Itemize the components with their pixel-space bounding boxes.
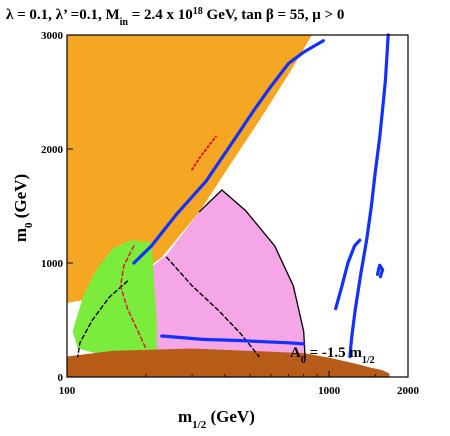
y-tick-label: 2000 xyxy=(41,144,64,156)
x-tick-label: 1000 xyxy=(318,385,341,397)
line-blue-bottom xyxy=(160,334,306,346)
regions-layer xyxy=(67,35,390,377)
region-brown xyxy=(67,348,390,377)
plot-frame xyxy=(66,34,409,378)
line-blue-right xyxy=(348,33,390,359)
line-blue-strip xyxy=(132,39,325,265)
x-axis: 100 1000 2000 xyxy=(59,371,420,397)
chart-title: λ = 0.1, λ’ =0.1, Min = 2.4 x 1018 GeV, … xyxy=(6,6,344,28)
line-red-dashed xyxy=(119,245,147,350)
line-black-dashed xyxy=(77,280,129,358)
region-green xyxy=(72,240,157,358)
line-blue-mid xyxy=(334,238,362,311)
x-axis-label: m1/2 (GeV) xyxy=(178,407,255,431)
line-black-solid xyxy=(198,189,306,359)
x-tick-label: 2000 xyxy=(397,385,420,397)
x-tick-label: 100 xyxy=(59,385,76,397)
y-tick-label: 0 xyxy=(58,372,64,384)
y-axis-label: m0 (GeV) xyxy=(11,174,35,242)
annotation-label: A0 = -1.5 m1/2 xyxy=(290,345,375,366)
line-blue-small xyxy=(375,263,385,279)
region-orange xyxy=(67,35,312,303)
line-red-dots xyxy=(191,135,217,171)
lines-layer xyxy=(77,33,390,359)
y-axis: 0 1000 2000 3000 xyxy=(41,30,73,384)
y-tick-label: 1000 xyxy=(41,258,64,270)
y-tick-label: 3000 xyxy=(41,30,64,42)
